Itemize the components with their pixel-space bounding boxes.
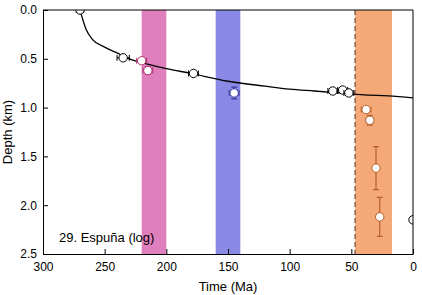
tick-label: 1.0 <box>20 101 37 115</box>
tick-mark <box>43 156 48 157</box>
tick: 0 <box>410 249 417 274</box>
x-axis-title: Time (Ma) <box>199 279 258 294</box>
data-point-group <box>366 115 374 125</box>
tick-mark <box>43 108 48 109</box>
data-point-group <box>143 66 153 74</box>
tick: 0.5 <box>20 52 48 66</box>
tick-label: 100 <box>280 260 300 274</box>
data-point-group <box>376 197 384 236</box>
plot-area <box>76 10 413 254</box>
reference-line <box>354 10 355 254</box>
data-point <box>137 57 145 65</box>
data-point-group <box>137 57 147 65</box>
tick: 150 <box>218 249 238 274</box>
tick-mark <box>43 205 48 206</box>
axis-line <box>43 11 44 255</box>
data-point <box>144 66 152 74</box>
tick-label: 1.5 <box>20 150 37 164</box>
annotation: 29. Espuña (log) <box>59 230 154 245</box>
data-point <box>230 89 238 97</box>
data-point <box>362 105 370 113</box>
tick: 1.5 <box>20 150 48 164</box>
tick: 1.0 <box>20 101 48 115</box>
tick: 2.5 <box>20 247 48 261</box>
tick-mark <box>43 254 48 255</box>
tick-mark <box>228 249 229 254</box>
tick-mark <box>290 249 291 254</box>
data-point <box>119 54 127 62</box>
x-axis: 300 250 200 150 100 50 0 <box>33 249 417 274</box>
data-point-group <box>117 54 129 62</box>
tick-mark <box>43 59 48 60</box>
time-band <box>142 10 167 254</box>
tick-label: 2.0 <box>20 199 37 213</box>
time-band <box>355 10 392 254</box>
data-point <box>329 87 337 95</box>
axis-line <box>44 254 414 255</box>
data-point <box>376 213 384 221</box>
tick-label: 150 <box>218 260 238 274</box>
data-point <box>189 69 197 77</box>
tick: 200 <box>157 249 177 274</box>
tick-label: 0 <box>410 260 417 274</box>
data-point-group <box>328 87 338 95</box>
tick: 250 <box>95 249 115 274</box>
tick-mark <box>105 249 106 254</box>
tick-label: 200 <box>157 260 177 274</box>
chart: 300 250 200 150 100 50 0 0.0 0.5 1.0 1.5 2.0 2.5 Time… <box>0 0 422 295</box>
tick-label: 300 <box>33 260 53 274</box>
data-point <box>409 216 413 224</box>
tick-label: 50 <box>345 260 359 274</box>
tick-label: 250 <box>95 260 115 274</box>
plot-frame <box>43 10 413 254</box>
tick: 50 <box>345 249 359 274</box>
data-point-group <box>361 105 371 113</box>
tick: 2.0 <box>20 199 48 213</box>
model-curve <box>80 10 413 98</box>
time-band <box>216 10 241 254</box>
data-point-group <box>344 89 354 97</box>
data-point-group <box>229 87 239 99</box>
tick-label: 2.5 <box>20 247 37 261</box>
y-axis-title: Depth (km) <box>0 100 15 164</box>
data-point <box>372 164 380 172</box>
tick-label: 0.0 <box>20 3 37 17</box>
data-point-group <box>372 147 380 190</box>
data-point <box>345 89 353 97</box>
data-point-group <box>409 216 413 224</box>
tick: 100 <box>280 249 300 274</box>
data-point <box>76 10 84 14</box>
data-point-group <box>76 10 84 14</box>
tick-label: 0.5 <box>20 52 37 66</box>
tick-mark <box>351 249 352 254</box>
data-point-group <box>189 69 199 77</box>
tick-mark <box>166 249 167 254</box>
y-axis: 0.0 0.5 1.0 1.5 2.0 2.5 <box>20 3 48 261</box>
data-point <box>366 116 374 124</box>
